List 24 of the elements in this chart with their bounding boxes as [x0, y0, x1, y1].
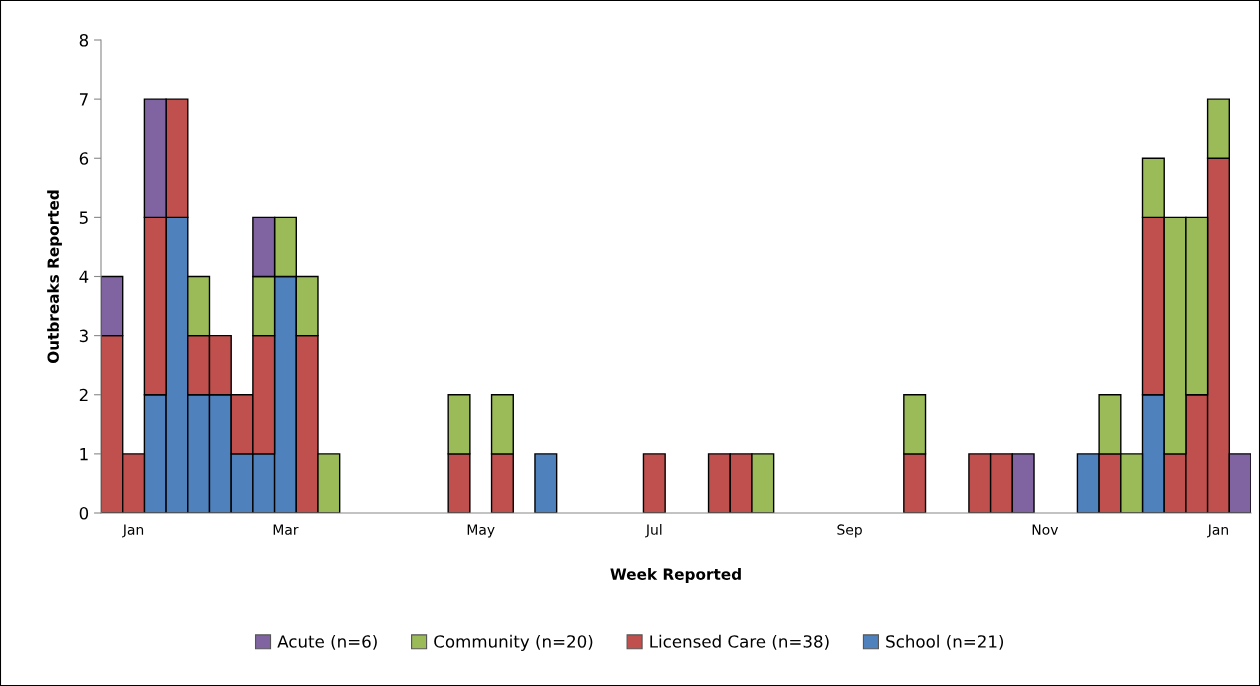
legend-label: School (n=21)	[886, 634, 1004, 650]
y-tick-label: 3	[79, 329, 88, 343]
bar	[642, 453, 666, 513]
y-tick-label: 7	[79, 93, 88, 106]
y-tick-label: 5	[79, 211, 88, 224]
x-tick-label: May	[467, 524, 495, 538]
legend-label: Acute (n=6)	[277, 634, 377, 650]
x-tick-label: Jan	[122, 524, 144, 538]
y-tick-label: 6	[79, 152, 89, 165]
y-tick-label: 2	[79, 388, 88, 402]
x-tick-label: Jan	[1207, 524, 1228, 538]
legend-label: Community (n=20)	[434, 634, 593, 651]
y-tick-label: 0	[79, 506, 89, 520]
x-tick-label: Mar	[273, 524, 299, 535]
y-tick-label: 4	[79, 270, 89, 283]
y-axis-title: Outbreaks Reported	[47, 190, 62, 364]
x-tick-label: Sep	[837, 524, 862, 538]
bar	[534, 453, 558, 513]
x-tick-label: Jul	[645, 524, 662, 538]
legend-label: Licensed Care (n=38)	[650, 634, 829, 650]
x-axis-title: Week Reported	[610, 568, 741, 583]
y-tick-label: 8	[79, 33, 89, 47]
x-tick-label: Nov	[1032, 524, 1059, 535]
y-tick-label: 1	[80, 448, 88, 461]
